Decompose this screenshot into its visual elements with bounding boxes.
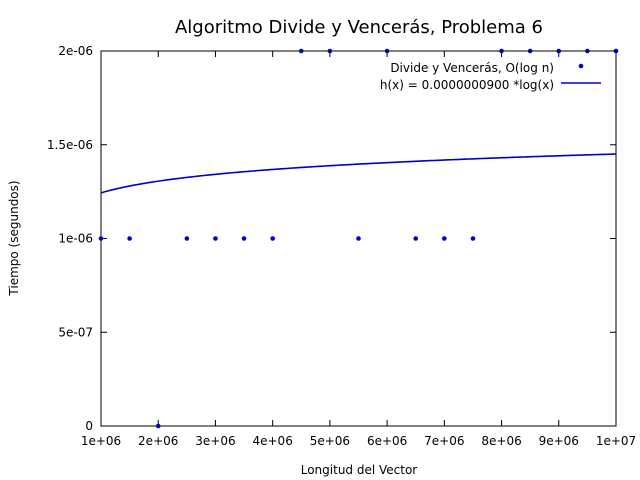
data-point <box>98 236 104 241</box>
data-point <box>213 236 218 241</box>
x-tick-label: 9e+06 <box>539 434 579 448</box>
chart-title: Algoritmo Divide y Vencerás, Problema 6 <box>175 17 543 38</box>
y-tick-label: 1.5e-06 <box>47 138 93 152</box>
data-point <box>499 48 504 54</box>
plot-area: 1e+06 2e+06 3e+06 4e+06 5e+06 6e+06 7e+06 8e+06… <box>47 44 636 448</box>
data-point <box>442 236 447 241</box>
legend-label-line: h(x) = 0.0000000900 *log(x) <box>380 78 554 92</box>
data-point <box>413 236 419 241</box>
y-tick-label: 0 <box>85 419 93 433</box>
legend: Divide y Vencerás, O(log n) h(x) = 0.000… <box>380 61 601 92</box>
legend-key-scatter <box>578 63 584 69</box>
data-point <box>470 236 476 241</box>
data-point <box>556 48 562 54</box>
data-point <box>527 48 533 54</box>
y-tick-label: 5e-07 <box>58 325 93 339</box>
data-point <box>384 48 390 54</box>
y-tick-label: 1e-06 <box>58 232 93 246</box>
x-tick-label: 3e+06 <box>195 434 235 448</box>
x-tick-label: 7e+06 <box>424 434 464 448</box>
data-point <box>356 236 361 241</box>
data-point <box>155 423 161 429</box>
data-point <box>585 48 590 54</box>
y-axis-label: Tiempo (segundos) <box>7 180 21 296</box>
x-tick-label: 6e+06 <box>367 434 407 448</box>
x-axis-label: Longitud del Vector <box>301 463 418 477</box>
x-tick-label: 2e+06 <box>138 434 178 448</box>
data-point <box>298 48 304 54</box>
x-tick-label: 1e+07 <box>596 434 636 448</box>
y-tick-label: 2e-06 <box>58 44 93 58</box>
data-point <box>613 48 619 54</box>
data-point <box>127 236 132 241</box>
series-line-fit <box>100 153 617 194</box>
legend-label-scatter: Divide y Vencerás, O(log n) <box>390 61 554 75</box>
x-tick-label: 8e+06 <box>481 434 521 448</box>
data-point <box>184 236 190 241</box>
data-point <box>270 236 275 241</box>
x-tick-label: 4e+06 <box>252 434 292 448</box>
data-point <box>241 236 247 241</box>
data-point <box>327 48 333 54</box>
x-tick-label: 1e+06 <box>81 434 121 448</box>
x-tick-label: 5e+06 <box>310 434 350 448</box>
